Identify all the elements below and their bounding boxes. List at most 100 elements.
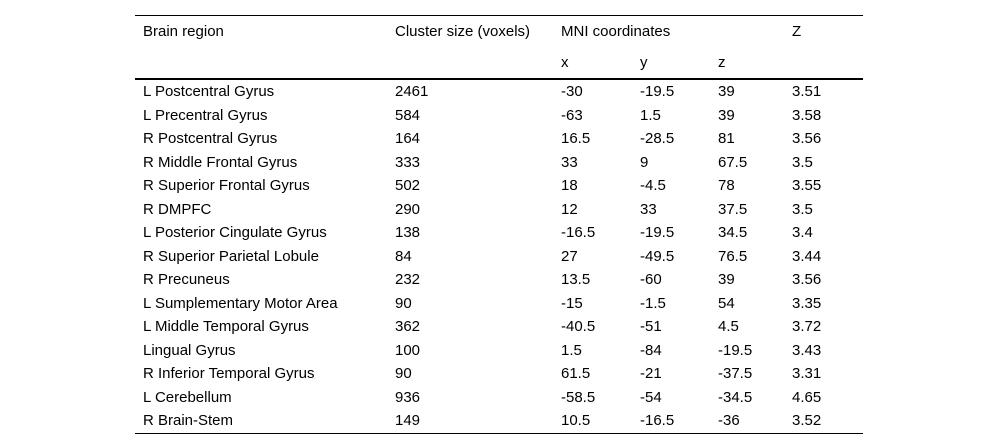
cell-mni-z: -36: [718, 412, 740, 430]
cell-region: L Precentral Gyrus: [143, 106, 268, 124]
cell-region: R Postcentral Gyrus: [143, 130, 278, 148]
cell-region: R Brain-Stem: [143, 412, 234, 430]
cell-mni-y: -1.5: [640, 294, 666, 312]
cell-cluster-size: 936: [395, 388, 421, 406]
table-header: Brain region Cluster size (voxels) MNI c…: [135, 16, 863, 79]
cell-mni-z: 34.5: [718, 224, 748, 242]
header-mni-coordinates: MNI coordinates: [561, 23, 671, 40]
cell-cluster-size: 333: [395, 153, 421, 171]
cell-mni-z: 76.5: [718, 247, 748, 265]
subheader-x: x: [561, 54, 569, 71]
cell-z-stat: 3.51: [792, 83, 822, 101]
cell-z-stat: 3.5: [792, 200, 813, 218]
cell-region: R Superior Frontal Gyrus: [143, 177, 310, 195]
cell-cluster-size: 84: [395, 247, 412, 265]
cell-mni-z: 78: [718, 177, 735, 195]
cell-cluster-size: 2461: [395, 83, 429, 101]
cell-z-stat: 3.58: [792, 106, 822, 124]
cell-z-stat: 3.4: [792, 224, 813, 242]
cell-z-stat: 3.31: [792, 365, 822, 383]
table-row: R DMPFC 290 12 33 37.5 3.5: [135, 198, 863, 222]
table-row: Lingual Gyrus 100 1.5 -84 -19.5 3.43: [135, 339, 863, 363]
cell-mni-z: 39: [718, 106, 735, 124]
cell-mni-y: -49.5: [640, 247, 675, 265]
table-row: R Postcentral Gyrus 164 16.5 -28.5 81 3.56: [135, 127, 863, 151]
cell-mni-x: 13.5: [561, 271, 591, 289]
cell-mni-z: 39: [718, 83, 735, 101]
cell-mni-z: -34.5: [718, 388, 753, 406]
table-row: R Superior Parietal Lobule 84 27 -49.5 76.5 3…: [135, 245, 863, 269]
cell-region: R Superior Parietal Lobule: [143, 247, 319, 265]
cell-cluster-size: 232: [395, 271, 421, 289]
cell-region: R Precuneus: [143, 271, 230, 289]
cell-region: L Posterior Cingulate Gyrus: [143, 224, 327, 242]
header-spacer-cluster: [395, 47, 561, 79]
subheader-z: z: [718, 54, 726, 71]
cell-mni-y: -51: [640, 318, 662, 336]
cell-mni-x: 10.5: [561, 412, 591, 430]
cell-z-stat: 3.72: [792, 318, 822, 336]
cell-region: R Middle Frontal Gyrus: [143, 153, 298, 171]
cell-mni-x: -63: [561, 106, 583, 124]
cell-region: L Middle Temporal Gyrus: [143, 318, 309, 336]
table-row: L Postcentral Gyrus 2461 -30 -19.5 39 3.51: [135, 79, 863, 104]
cell-region: L Cerebellum: [143, 388, 232, 406]
cell-mni-z: 4.5: [718, 318, 739, 336]
header-cluster-size: Cluster size (voxels): [395, 23, 531, 40]
cell-region: L Sumplementary Motor Area: [143, 294, 338, 312]
cell-mni-z: -37.5: [718, 365, 753, 383]
cell-mni-y: -60: [640, 271, 662, 289]
cell-z-stat: 3.44: [792, 247, 822, 265]
cell-cluster-size: 502: [395, 177, 421, 195]
cell-cluster-size: 164: [395, 130, 421, 148]
cell-z-stat: 3.55: [792, 177, 822, 195]
cell-mni-y: 9: [640, 153, 649, 171]
table-row: R Precuneus 232 13.5 -60 39 3.56: [135, 268, 863, 292]
cell-mni-x: 27: [561, 247, 578, 265]
cell-mni-x: -58.5: [561, 388, 596, 406]
cell-mni-y: -16.5: [640, 412, 675, 430]
cell-mni-x: 12: [561, 200, 578, 218]
table-row: L Posterior Cingulate Gyrus 138 -16.5 -19.5…: [135, 221, 863, 245]
cell-z-stat: 3.52: [792, 412, 822, 430]
cell-mni-z: 67.5: [718, 153, 748, 171]
cell-mni-y: -54: [640, 388, 662, 406]
table-row: L Sumplementary Motor Area 90 -15 -1.5 54 3.3…: [135, 292, 863, 316]
cell-mni-x: 16.5: [561, 130, 591, 148]
cell-z-stat: 3.56: [792, 130, 822, 148]
cell-region: R Inferior Temporal Gyrus: [143, 365, 315, 383]
header-z-stat: Z: [792, 23, 802, 40]
table-row: R Brain-Stem 149 10.5 -16.5 -36 3.52: [135, 409, 863, 433]
cell-mni-x: 61.5: [561, 365, 591, 383]
header-spacer-zstat: [792, 47, 863, 79]
brain-activation-table: Brain region Cluster size (voxels) MNI c…: [135, 15, 863, 434]
header-brain-region: Brain region: [143, 23, 224, 40]
cell-mni-z: 81: [718, 130, 735, 148]
table-row: L Cerebellum 936 -58.5 -54 -34.5 4.65: [135, 386, 863, 410]
cell-z-stat: 3.5: [792, 153, 813, 171]
cell-mni-z: -19.5: [718, 341, 753, 359]
cell-mni-z: 37.5: [718, 200, 748, 218]
header-row-main: Brain region Cluster size (voxels) MNI c…: [135, 16, 863, 48]
table-row: R Middle Frontal Gyrus 333 33 9 67.5 3.5: [135, 151, 863, 175]
cell-mni-x: -15: [561, 294, 583, 312]
cell-mni-x: 33: [561, 153, 578, 171]
cell-cluster-size: 138: [395, 224, 421, 242]
cell-z-stat: 3.56: [792, 271, 822, 289]
cell-region: R DMPFC: [143, 200, 212, 218]
header-spacer-region: [135, 47, 395, 79]
cell-cluster-size: 290: [395, 200, 421, 218]
table-row: L Middle Temporal Gyrus 362 -40.5 -51 4.5 3.7…: [135, 315, 863, 339]
cell-mni-x: -40.5: [561, 318, 596, 336]
cell-cluster-size: 584: [395, 106, 421, 124]
table-row: L Precentral Gyrus 584 -63 1.5 39 3.58: [135, 104, 863, 128]
cell-mni-z: 39: [718, 271, 735, 289]
cell-cluster-size: 362: [395, 318, 421, 336]
cell-mni-z: 54: [718, 294, 735, 312]
cell-mni-x: -30: [561, 83, 583, 101]
cell-z-stat: 3.35: [792, 294, 822, 312]
table-row: R Superior Frontal Gyrus 502 18 -4.5 78 3.55: [135, 174, 863, 198]
cell-region: L Postcentral Gyrus: [143, 83, 275, 101]
table-body: L Postcentral Gyrus 2461 -30 -19.5 39 3.51 L P…: [135, 79, 863, 433]
